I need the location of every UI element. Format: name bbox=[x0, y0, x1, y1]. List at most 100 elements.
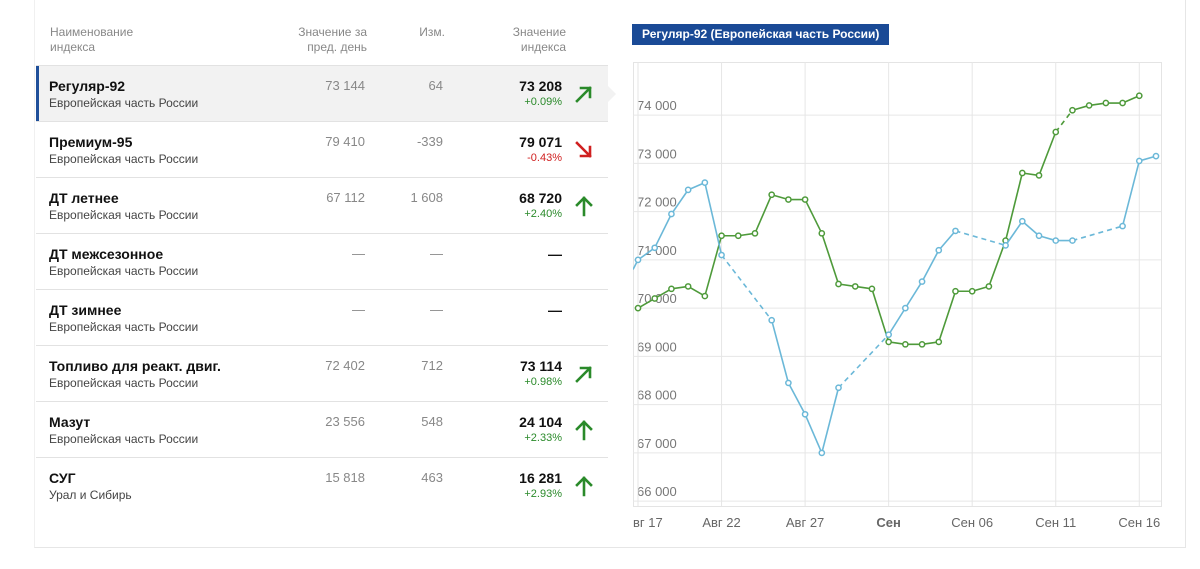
x-tick-label: Сен 16 bbox=[1118, 515, 1160, 530]
index-name: Мазут bbox=[49, 414, 91, 430]
series-green-point bbox=[1052, 128, 1060, 136]
series-green-point bbox=[651, 295, 659, 302]
series-blue-point bbox=[634, 256, 642, 264]
series-green-point bbox=[1069, 106, 1076, 114]
series-blue-point bbox=[952, 227, 959, 235]
series-blue-point bbox=[1135, 157, 1143, 165]
series-blue-segment bbox=[720, 254, 773, 321]
prev-value: — bbox=[352, 302, 365, 317]
change-percent: +0.98% bbox=[524, 376, 562, 388]
series-green-point bbox=[935, 338, 943, 346]
up-right-arrow-icon bbox=[575, 366, 592, 383]
index-value: — bbox=[548, 302, 562, 318]
series-blue-point bbox=[801, 410, 809, 418]
change-value: — bbox=[430, 302, 443, 317]
change-value: 463 bbox=[421, 470, 443, 485]
series-green-point bbox=[952, 287, 959, 295]
index-region: Урал и Сибирь bbox=[49, 488, 132, 502]
table-header: Наименование индекса Значение за пред. д… bbox=[36, 12, 608, 65]
index-region: Европейская часть России bbox=[49, 320, 199, 334]
table-row[interactable]: Топливо для реакт. двиг. Европейская част… bbox=[36, 345, 608, 401]
x-tick-label: Сен bbox=[876, 515, 900, 530]
index-name: Топливо для реакт. двиг. bbox=[49, 358, 221, 374]
series-green-point bbox=[734, 232, 742, 240]
table-row[interactable]: Премиум-95 Европейская часть России 79 410… bbox=[36, 121, 608, 177]
change-percent: +2.40% bbox=[524, 208, 562, 220]
table-row[interactable]: Регуляр-92 Европейская часть России 73 144… bbox=[36, 65, 616, 121]
series-green-point bbox=[768, 191, 776, 199]
index-region: Европейская часть России bbox=[49, 264, 199, 278]
series-green-point bbox=[918, 340, 926, 348]
series-green-point bbox=[634, 304, 642, 312]
series-blue-point bbox=[1035, 232, 1043, 240]
index-value: 24 104 bbox=[519, 414, 562, 430]
series-blue-point bbox=[701, 179, 709, 187]
table-row[interactable]: ДТ межсезонное Европейская часть России — —… bbox=[36, 233, 608, 289]
up-arrow-icon bbox=[575, 196, 593, 217]
series-blue-point bbox=[1119, 222, 1126, 230]
index-region: Европейская часть России bbox=[49, 432, 199, 446]
series-blue-segment bbox=[887, 307, 907, 336]
series-blue-segment bbox=[670, 189, 689, 215]
prev-value: — bbox=[352, 246, 365, 261]
series-green-point bbox=[684, 283, 692, 290]
y-tick-label: 74 000 bbox=[637, 98, 677, 113]
series-blue-segment bbox=[1072, 225, 1123, 242]
series-blue-segment bbox=[1021, 220, 1040, 237]
prev-value: 23 556 bbox=[325, 414, 365, 429]
series-blue-segment bbox=[804, 413, 823, 454]
series-blue-segment bbox=[904, 281, 923, 309]
widget-frame bbox=[34, 0, 1186, 548]
index-value: — bbox=[548, 246, 562, 262]
series-blue-point bbox=[785, 379, 792, 387]
index-table: Наименование индекса Значение за пред. д… bbox=[36, 12, 616, 513]
table-row[interactable]: ДТ летнее Европейская часть России 67 112 1… bbox=[36, 177, 608, 233]
change-value: 548 bbox=[421, 414, 443, 429]
prev-value: 72 402 bbox=[325, 358, 365, 373]
series-green-point bbox=[751, 229, 759, 237]
up-arrow-icon bbox=[575, 420, 593, 441]
index-region: Европейская часть России bbox=[49, 376, 199, 390]
header-name: Наименование индекса bbox=[50, 25, 134, 54]
series-blue-point bbox=[768, 316, 776, 324]
series-green-segment bbox=[804, 199, 823, 234]
series-blue-point bbox=[1002, 242, 1009, 249]
header-value: Значение индекса bbox=[512, 25, 566, 54]
series-green-point bbox=[668, 285, 675, 293]
table-row[interactable]: СУГ Урал и Сибирь 15 818 463 16 281 +2.93% bbox=[36, 457, 608, 513]
table-row[interactable]: ДТ зимнее Европейская часть России — — — bbox=[36, 289, 608, 345]
series-blue-segment bbox=[704, 182, 723, 256]
index-value: 73 208 bbox=[519, 78, 562, 94]
series-green-segment bbox=[821, 233, 840, 285]
series-blue-point bbox=[918, 278, 926, 285]
series-green-point bbox=[1135, 92, 1143, 100]
series-green-point bbox=[818, 229, 826, 237]
series-blue-segment bbox=[955, 230, 1006, 247]
down-right-arrow-icon bbox=[575, 141, 592, 158]
series-green-point bbox=[868, 285, 876, 293]
series-blue-segment bbox=[654, 213, 673, 249]
index-region: Европейская часть России bbox=[49, 152, 199, 166]
series-green-segment bbox=[1055, 109, 1074, 133]
series-blue-point bbox=[1052, 237, 1060, 244]
series-green-point bbox=[851, 283, 859, 290]
change-value: 64 bbox=[428, 78, 443, 93]
change-percent: +2.93% bbox=[524, 488, 562, 500]
series-green-point bbox=[985, 283, 993, 290]
index-value: 73 114 bbox=[519, 358, 562, 374]
series-blue-point bbox=[1069, 237, 1076, 244]
y-tick-label: 67 000 bbox=[637, 436, 677, 451]
index-name: СУГ bbox=[49, 470, 76, 486]
prev-value: 73 144 bbox=[325, 78, 365, 93]
x-tick-label: Авг 27 bbox=[786, 515, 824, 530]
prev-value: 15 818 bbox=[325, 470, 365, 485]
series-green-point bbox=[1085, 102, 1093, 109]
series-blue-point bbox=[1152, 152, 1160, 160]
series-blue-point bbox=[818, 449, 826, 457]
series-blue-segment bbox=[921, 249, 940, 282]
series-green-point bbox=[701, 292, 709, 300]
table-row[interactable]: Мазут Европейская часть России 23 556 548 24… bbox=[36, 401, 608, 457]
change-percent: +2.33% bbox=[524, 432, 562, 444]
series-blue-segment bbox=[787, 382, 806, 415]
